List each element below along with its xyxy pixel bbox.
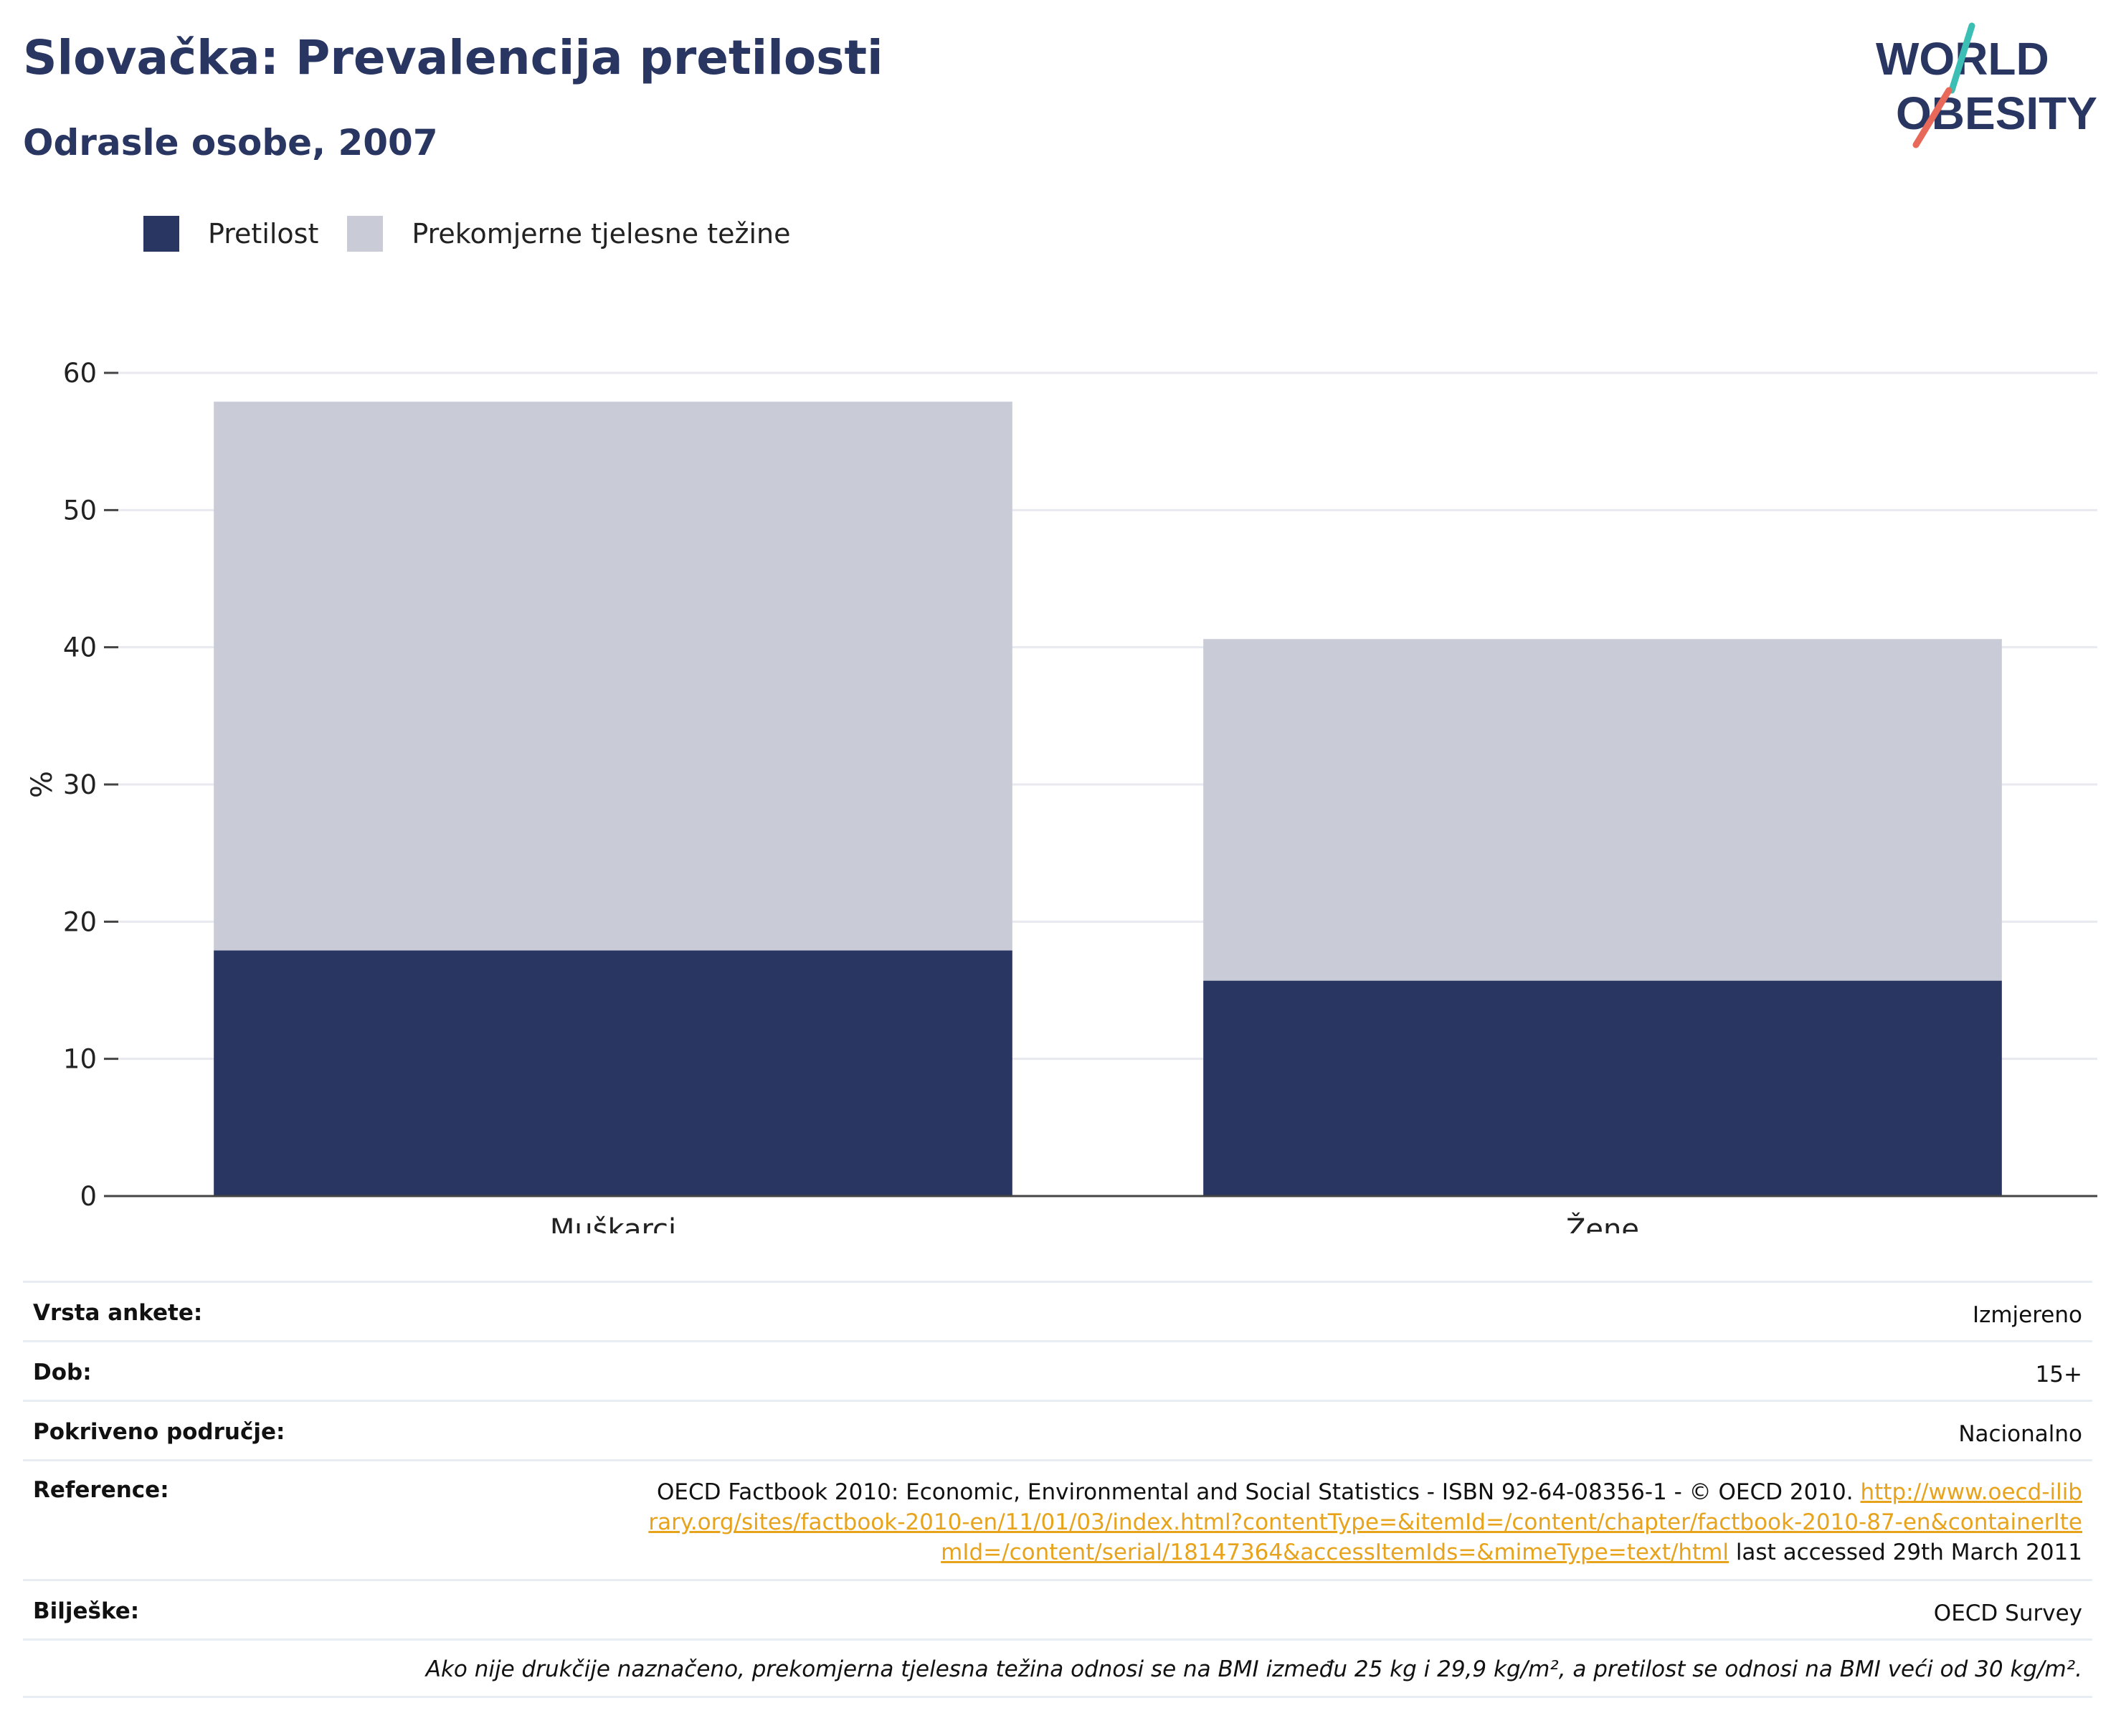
logo-slash-coral [1912, 87, 1952, 148]
meta-row-survey-type: Vrsta ankete: Izmjereno [23, 1281, 2092, 1340]
meta-label-age: Dob: [33, 1360, 92, 1385]
y-axis-label: % [26, 771, 59, 798]
stacked-bar-chart: 0 10 20 30 40 50 60% Muškarci Žene [26, 358, 2097, 1233]
bar-overweight-0 [214, 402, 1012, 951]
legend-item-obesity: Pretilost [143, 216, 318, 252]
y-tick-label: 10 [63, 1044, 97, 1075]
meta-row-age: Dob: 15+ [23, 1340, 2092, 1400]
logo-text-obesity: OBESITY [1896, 87, 2097, 139]
bar-overweight-1 [1203, 639, 2002, 981]
bar-obesity-1 [1203, 980, 2002, 1196]
page-subtitle: Odrasle osobe, 2007 [23, 122, 438, 163]
meta-row-notes: Bilješke: OECD Survey [23, 1579, 2092, 1638]
meta-row-footnote: Ako nije drukčije naznačeno, prekomjerna… [23, 1638, 2092, 1698]
meta-value-reference: OECD Factbook 2010: Economic, Environmen… [648, 1477, 2082, 1567]
meta-row-reference: Reference: OECD Factbook 2010: Economic,… [23, 1459, 2092, 1579]
reference-suffix: last accessed 29th March 2011 [1735, 1540, 2082, 1565]
meta-label-coverage: Pokriveno područje: [33, 1419, 285, 1445]
meta-label-notes: Bilješke: [33, 1598, 140, 1624]
reference-text: OECD Factbook 2010: Economic, Environmen… [656, 1479, 1854, 1505]
logo-slash-teal [1948, 22, 1975, 94]
page-title: Slovačka: Prevalencija pretilosti [23, 30, 883, 85]
meta-row-coverage: Pokriveno područje: Nacionalno [23, 1400, 2092, 1459]
bar-obesity-0 [214, 950, 1012, 1196]
x-tick-label: Muškarci [550, 1213, 676, 1233]
legend-label-obesity: Pretilost [208, 218, 319, 250]
y-tick-label: 40 [63, 632, 97, 663]
reference-link[interactable]: http://www.oecd-ilibrary.org/sites/factb… [648, 1479, 2082, 1565]
x-tick-label: Žene [1566, 1212, 1639, 1233]
meta-value-survey-type: Izmjereno [1972, 1302, 2082, 1328]
legend-swatch-obesity [143, 216, 179, 252]
metadata-table: Vrsta ankete: Izmjereno Dob: 15+ Pokrive… [23, 1281, 2092, 1698]
legend-label-overweight: Prekomjerne tjelesne težine [412, 218, 791, 250]
chart-legend: Pretilost Prekomjerne tjelesne težine [143, 212, 820, 255]
y-tick-label: 0 [80, 1181, 97, 1212]
y-tick-label: 20 [63, 906, 97, 937]
y-tick-label: 60 [63, 358, 97, 389]
meta-value-age: 15+ [2035, 1362, 2082, 1388]
legend-swatch-overweight [347, 216, 384, 252]
meta-label-reference: Reference: [33, 1477, 169, 1503]
y-tick-label: 30 [63, 769, 97, 800]
footnote-text: Ako nije drukčije naznačeno, prekomjerna… [425, 1656, 2082, 1682]
meta-value-coverage: Nacionalno [1958, 1421, 2082, 1447]
meta-label-survey-type: Vrsta ankete: [33, 1300, 203, 1326]
legend-item-overweight: Prekomjerne tjelesne težine [347, 216, 791, 252]
world-obesity-logo: WORLD OBESITY [1876, 22, 2097, 148]
meta-value-notes: OECD Survey [1933, 1600, 2082, 1626]
y-tick-label: 50 [63, 495, 97, 526]
